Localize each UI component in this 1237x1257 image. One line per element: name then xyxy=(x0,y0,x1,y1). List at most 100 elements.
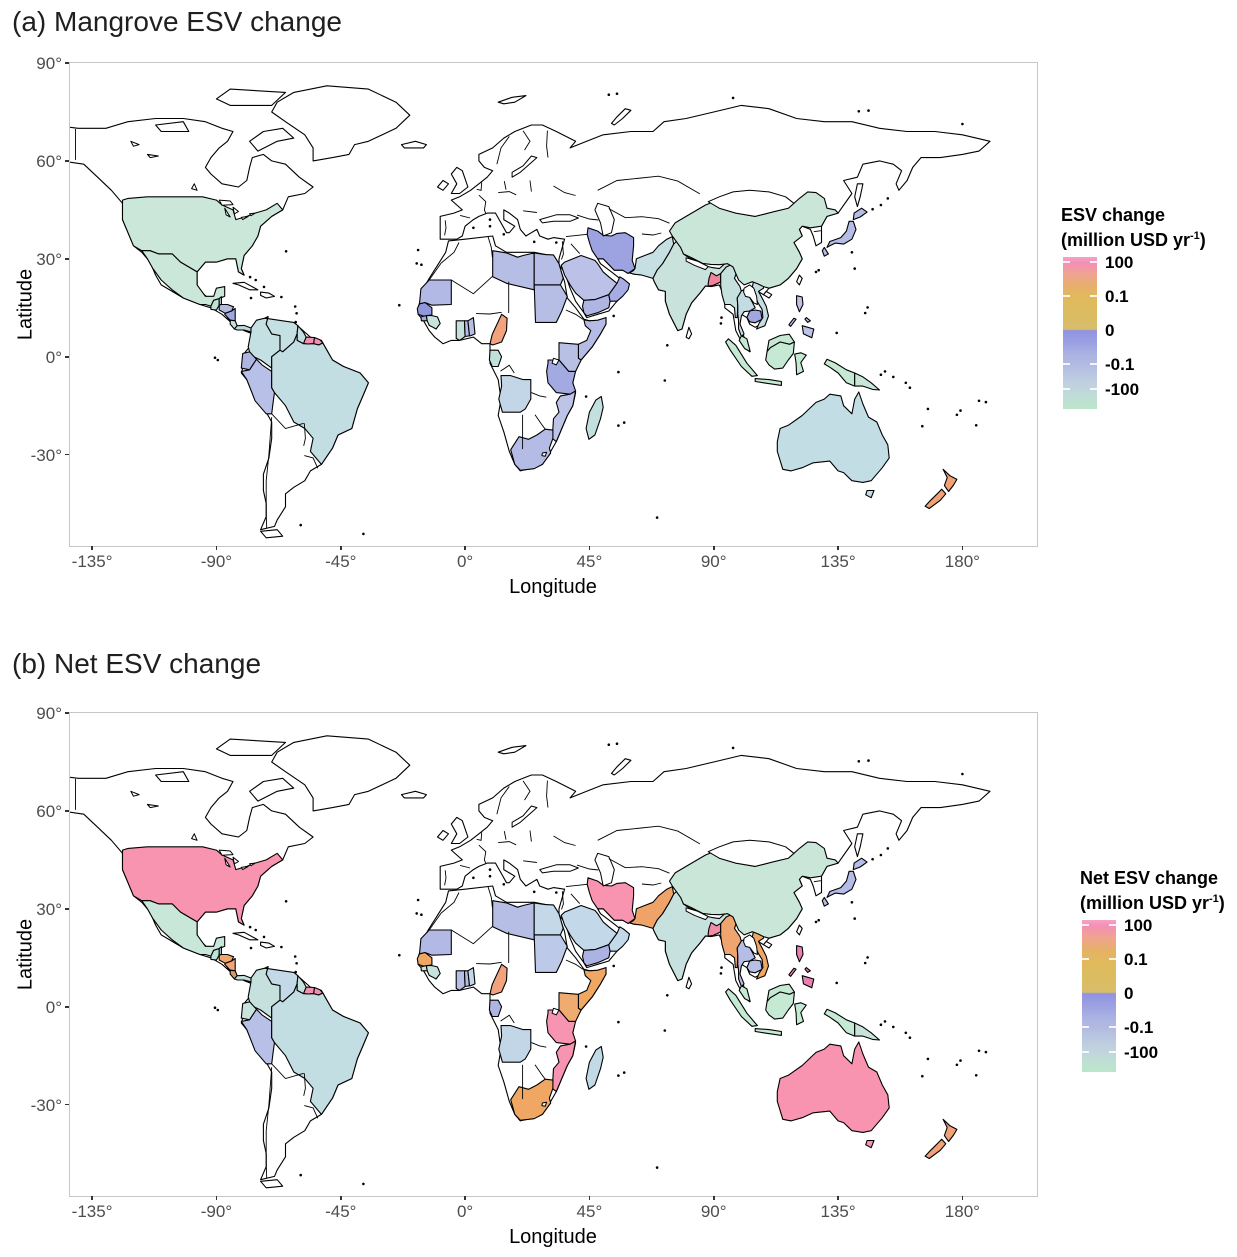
landmass-15 xyxy=(685,976,693,990)
world-map-a xyxy=(70,85,991,539)
map-panel-b xyxy=(69,712,1038,1197)
country-border-8 xyxy=(523,210,537,213)
small-island-56 xyxy=(867,109,870,112)
country-border-6 xyxy=(529,180,532,192)
x-tick-mark xyxy=(215,1196,218,1200)
x-tick-label: 135° xyxy=(820,552,856,571)
country-australia xyxy=(865,489,875,499)
small-island-18 xyxy=(488,874,492,878)
country-benin xyxy=(467,967,476,987)
landmass-12 xyxy=(610,758,632,776)
y-tick-label: 90° xyxy=(36,704,62,723)
country-sudan xyxy=(533,284,568,323)
water-body-11 xyxy=(551,1007,560,1016)
country-border-19 xyxy=(813,880,821,883)
x-tick-mark xyxy=(91,546,93,550)
small-island-5 xyxy=(295,962,298,965)
small-island-43 xyxy=(908,386,912,390)
x-tick-mark xyxy=(837,546,839,550)
country-indonesia xyxy=(794,352,807,376)
small-island-39 xyxy=(879,373,883,377)
world-map-b xyxy=(70,735,991,1189)
landmass-9 xyxy=(450,816,469,845)
small-island-29 xyxy=(663,379,667,382)
small-island-13 xyxy=(415,912,419,915)
landmass-14 xyxy=(854,183,864,208)
country-indonesia xyxy=(754,378,782,386)
small-island-58 xyxy=(615,92,619,95)
country-guinea xyxy=(425,315,441,330)
country-oman xyxy=(608,276,631,302)
legend-label: -0.1 xyxy=(1124,1018,1154,1038)
small-island-46 xyxy=(955,1063,959,1067)
small-island-48 xyxy=(977,1049,981,1053)
country-madagascar xyxy=(585,395,604,440)
y-tick-label: 60° xyxy=(36,151,62,171)
landmass-2 xyxy=(155,771,190,783)
small-island-28 xyxy=(666,994,669,997)
small-island-58 xyxy=(615,742,619,745)
legend-tick-right xyxy=(1109,958,1116,961)
x-axis-title-a: Longitude xyxy=(509,576,597,598)
y-tick-mark xyxy=(65,62,69,64)
country-indonesia xyxy=(823,358,856,387)
country-border-8 xyxy=(523,860,537,863)
country-gabon xyxy=(488,349,503,368)
country-border-2 xyxy=(478,844,487,864)
small-island-20 xyxy=(502,883,506,886)
x-tick-label: 180° xyxy=(944,552,980,571)
landmass-2 xyxy=(155,121,190,133)
small-island-27 xyxy=(612,314,615,318)
country-indonesia xyxy=(823,1008,856,1037)
country-malaysia xyxy=(738,335,751,353)
country-border-1 xyxy=(459,214,471,219)
small-island-1 xyxy=(216,358,220,362)
small-island-34 xyxy=(866,306,869,309)
small-island-24 xyxy=(617,1020,620,1024)
small-island-15 xyxy=(299,523,302,527)
country-mongolia xyxy=(707,189,795,217)
legend-b-title: Net ESV change (million USD yr-1) xyxy=(1080,868,1225,913)
legend-label: 0 xyxy=(1124,984,1134,1004)
y-tick-label: 30° xyxy=(36,249,62,269)
legend-b-colorbar xyxy=(1082,920,1116,1072)
legend-tick-right xyxy=(1109,1026,1116,1029)
small-island-33 xyxy=(863,311,867,315)
small-island-48 xyxy=(977,399,981,403)
country-border-32 xyxy=(271,413,304,430)
country-border-22 xyxy=(487,886,493,908)
small-island-0 xyxy=(213,356,217,360)
small-island-43 xyxy=(908,1036,912,1039)
landmass-10 xyxy=(436,829,450,841)
legend-tick-left xyxy=(1063,295,1070,298)
small-island-11 xyxy=(398,953,401,957)
country-border-2 xyxy=(478,194,487,214)
y-tick-label: -30° xyxy=(30,445,62,465)
x-tick-label: -135° xyxy=(71,552,113,571)
legend-label: -100 xyxy=(1105,380,1140,400)
landmass-11 xyxy=(400,140,427,149)
country-mauritania xyxy=(418,929,452,956)
small-island-42 xyxy=(904,381,908,385)
country-somalia xyxy=(577,317,607,361)
water-body-5 xyxy=(232,206,239,215)
panel-b-title: (b) Net ESV change xyxy=(12,648,262,679)
landmass-18 xyxy=(232,281,259,291)
small-island-36 xyxy=(853,917,856,920)
country-bangladesh xyxy=(707,921,722,937)
y-tick-mark xyxy=(65,160,69,162)
small-island-17 xyxy=(472,226,475,230)
small-island-59 xyxy=(731,96,735,100)
country-indonesia xyxy=(765,991,795,1020)
country-nepal xyxy=(685,257,709,271)
legend-tick-right xyxy=(1090,295,1097,298)
country-border-23 xyxy=(451,276,493,295)
water-body-3 xyxy=(218,199,234,206)
country-new-zealand xyxy=(942,468,958,493)
country-border-13 xyxy=(561,241,564,260)
country-indonesia xyxy=(765,341,795,370)
country-papua-new-guinea xyxy=(854,1022,881,1041)
legend-label: 0.1 xyxy=(1105,287,1129,307)
country-indonesia xyxy=(794,1002,807,1026)
